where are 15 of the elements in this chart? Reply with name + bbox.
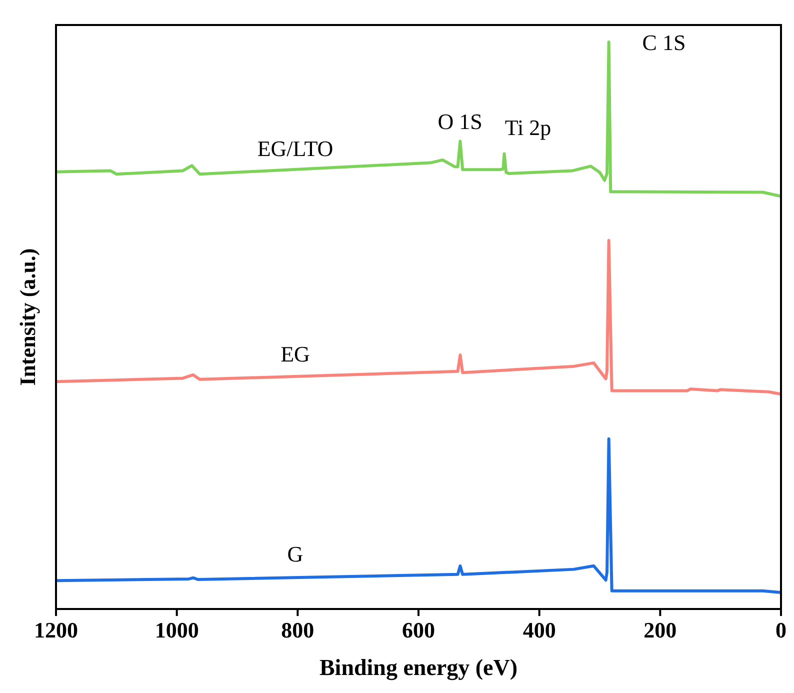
series-label: EG [280,341,310,366]
y-axis-title: Intensity (a.u.) [15,248,40,386]
annotation: Ti 2p [504,115,552,140]
x-tick-label: 400 [522,618,556,643]
x-tick-label: 0 [776,618,786,643]
x-tick-label: 200 [644,618,677,643]
x-tick-label: 1000 [154,618,199,643]
series-label: EG/LTO [257,136,334,162]
series-label: G [287,542,304,567]
annotation: C 1S [642,30,686,56]
x-axis-title: Binding energy (eV) [319,655,518,681]
x-tick-label: 800 [281,618,314,643]
annotation: O 1S [438,109,482,134]
x-tick-label: 1200 [34,618,78,643]
x-tick-label: 600 [402,618,435,643]
